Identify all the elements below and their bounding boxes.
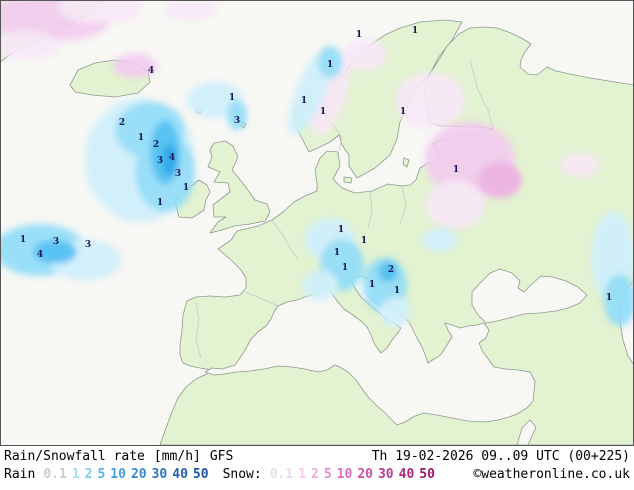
precip-value-label: 1 [138, 133, 144, 143]
precip-value-label: 1 [327, 60, 333, 70]
snow-scale-value: 1 [298, 467, 307, 482]
snow-scale-value: 5 [323, 467, 332, 482]
product-unit: [mm/h] [153, 449, 201, 464]
precip-value-label: 1 [157, 198, 163, 208]
precip-value-label: 1 [342, 263, 348, 273]
snow-scale-value: 30 [377, 467, 394, 482]
product-name: Rain/Snowfall rate [4, 449, 145, 464]
rain-scale-value: 50 [192, 467, 209, 482]
snow-scale-value: 2 [311, 467, 319, 482]
precip-value-label: 1 [183, 183, 189, 193]
land-gotland [402, 157, 410, 168]
precip-value-label: 1 [229, 93, 235, 103]
precip-value-label: 1 [356, 30, 362, 40]
land-danish-isles [343, 176, 353, 184]
precip-value-label: 1 [412, 26, 418, 36]
precip-value-label: 4 [37, 250, 43, 260]
precip-value-label: 1 [606, 293, 612, 303]
snow-layer [0, 0, 600, 229]
precip-value-label: 4 [148, 66, 154, 76]
legend-bar: Rain/Snowfall rate [mm/h] GFS Th 19-02-202… [0, 446, 634, 490]
model-name: GFS [209, 449, 234, 464]
snow-scale-value: 10 [336, 467, 353, 482]
rain-scale-label: Rain [4, 467, 36, 482]
sea-mediterranean [204, 275, 536, 426]
precip-value-label: 1 [400, 107, 406, 117]
sea-red-sea [516, 419, 537, 446]
precip-value-label: 2 [119, 118, 125, 128]
snow-scale-value: 20 [357, 467, 373, 482]
snow-scale: 0.1 1 2 5 10 20 30 40 50 [270, 467, 435, 482]
precip-value-label: 2 [153, 140, 159, 150]
precip-value-label: 1 [338, 225, 344, 235]
rain-scale-value: 10 [110, 467, 126, 482]
product-title: Rain/Snowfall rate [mm/h] GFS [4, 449, 242, 464]
rain-scale-value: 0.1 [43, 467, 67, 482]
precip-value-label: 1 [20, 235, 26, 245]
sea-overlays [204, 268, 634, 446]
precip-value-label: 1 [320, 107, 326, 117]
snow-scale-value: 40 [398, 467, 415, 482]
rain-scale-value: 2 [84, 467, 93, 482]
valid-datetime: Th 19-02-2026 09..09 UTC (00+225) [371, 449, 630, 464]
rain-scale-value: 1 [71, 467, 80, 482]
precip-value-label: 3 [175, 169, 181, 179]
rain-scale-value: 40 [172, 467, 188, 482]
precip-value-label: 1 [301, 96, 307, 106]
copyright: ©weatheronline.co.uk [473, 467, 630, 482]
rain-scale-value: 5 [97, 467, 106, 482]
precip-value-label: 2 [388, 265, 394, 275]
precip-value-label: 1 [394, 286, 400, 296]
rain-scale: 0.1 1 2 5 10 20 30 40 50 [43, 467, 208, 482]
rain-scale-value: 30 [151, 467, 168, 482]
land-uk [207, 140, 271, 234]
sea-black-sea [471, 268, 588, 324]
precip-value-label: 3 [157, 156, 163, 166]
precip-value-label: 3 [53, 237, 59, 247]
snow-scale-value: 50 [419, 467, 435, 482]
rain-layer [0, 46, 634, 327]
rain-scale-value: 20 [130, 467, 147, 482]
precip-value-label: 3 [85, 240, 91, 250]
precip-value-label: 3 [234, 116, 240, 126]
precip-value-label: 1 [361, 236, 367, 246]
precip-value-label: 1 [453, 165, 459, 175]
precip-value-label: 1 [334, 248, 340, 258]
precip-value-label: 1 [369, 280, 375, 290]
precip-value-label: 4 [169, 153, 175, 163]
snow-scale-label: Snow: [222, 467, 262, 482]
snow-scale-value: 0.1 [269, 467, 294, 482]
